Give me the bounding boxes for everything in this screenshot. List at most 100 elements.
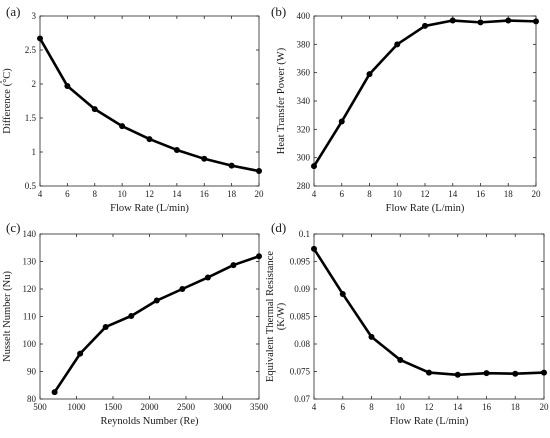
data-point xyxy=(397,356,404,363)
x-tick-label: 16 xyxy=(200,189,210,199)
data-point xyxy=(477,19,484,26)
x-tick-label: 16 xyxy=(482,402,492,412)
panel-d: 4 6 8 10 12 14 16 18 20 0.07 0.075 0.08 0.085 0.09 0.0… xyxy=(265,220,549,427)
data-point xyxy=(179,286,186,292)
data-point xyxy=(422,22,428,29)
data-point xyxy=(230,262,237,269)
y-tick-label: 0.075 xyxy=(290,367,311,377)
data-point xyxy=(173,146,180,153)
data-point xyxy=(512,370,519,377)
y-tick-label: 2.5 xyxy=(25,45,37,55)
series-line xyxy=(312,248,545,377)
x-tick-label: 20 xyxy=(540,402,550,412)
x-tick-label: 500 xyxy=(33,402,47,412)
panel-label: (a) xyxy=(6,4,20,19)
data-point xyxy=(77,350,84,357)
x-tick-label: 10 xyxy=(118,189,128,199)
y-axis-label: Difference (°C) xyxy=(2,68,13,134)
y-axis-label: Nusselt Number (Nu) xyxy=(2,271,13,362)
y-tick-label: 2 xyxy=(32,79,37,89)
x-tick-label: 18 xyxy=(504,189,514,199)
x-tick-label: 8 xyxy=(369,402,374,412)
x-tick-label: 12 xyxy=(145,189,154,199)
x-axis-label: Flow Rate (L/min) xyxy=(110,203,189,214)
y-tick-label: 120 xyxy=(23,284,37,294)
x-tick-label: 18 xyxy=(227,189,237,199)
x-tick-label: 6 xyxy=(65,189,70,199)
y-tick-label: 140 xyxy=(23,229,37,239)
x-tick-label: 16 xyxy=(476,189,486,199)
panel-b: 4 6 8 10 12 14 16 18 20 280 300 320 340 360 380 400 Flow… xyxy=(271,4,541,214)
y-axis-label: Heat Transfer Power (W) xyxy=(276,47,287,154)
plot-frame xyxy=(313,15,537,187)
y-tick-label: 0.5 xyxy=(25,181,37,191)
data-point xyxy=(394,41,401,48)
data-point xyxy=(426,369,432,376)
y-tick-label: 3 xyxy=(32,11,37,21)
y-tick-label: 320 xyxy=(297,124,311,134)
y-tick-label: 280 xyxy=(297,181,311,191)
data-point xyxy=(483,370,490,377)
data-point xyxy=(128,312,135,319)
data-point xyxy=(338,118,345,125)
data-point xyxy=(64,83,71,90)
data-point xyxy=(449,17,456,24)
y-tick-label: 100 xyxy=(23,339,37,349)
data-point xyxy=(37,35,43,42)
y-tick-label: 0.1 xyxy=(299,229,310,239)
data-point xyxy=(51,389,58,396)
x-tick-label: 6 xyxy=(341,402,346,412)
panel-label: (c) xyxy=(6,220,20,235)
y-tick-label: 0.095 xyxy=(290,257,311,267)
x-tick-label: 8 xyxy=(367,189,372,199)
y-axis-label: Inlet-Outlet Temperature xyxy=(0,49,2,154)
x-tick-label: 20 xyxy=(532,189,542,199)
y-axis-label: Equivalent Thermal Resistance xyxy=(265,251,276,382)
x-tick-label: 12 xyxy=(425,402,434,412)
data-point xyxy=(256,253,262,260)
x-tick-label: 20 xyxy=(255,189,265,199)
data-point xyxy=(146,136,153,143)
y-axis-label: (K/W) xyxy=(276,302,287,330)
x-tick-label: 2500 xyxy=(177,402,196,412)
x-tick-label: 3000 xyxy=(214,402,233,412)
data-point xyxy=(201,155,208,162)
data-point xyxy=(204,274,211,281)
data-point xyxy=(505,17,512,24)
x-tick-label: 6 xyxy=(340,189,345,199)
x-tick-label: 3500 xyxy=(250,402,269,412)
series-line xyxy=(38,37,260,173)
data-point xyxy=(311,163,317,170)
x-tick-label: 12 xyxy=(421,189,430,199)
panel-label: (b) xyxy=(271,4,286,19)
series-line xyxy=(312,19,537,167)
panel-a: 4 6 8 10 12 14 16 18 20 0.5 1 1.5 2 2.5 3 Flow Rate (L/… xyxy=(0,4,264,214)
x-tick-label: 4 xyxy=(312,189,317,199)
y-tick-label: 340 xyxy=(297,96,311,106)
x-tick-label: 8 xyxy=(93,189,98,199)
y-tick-label: 0.07 xyxy=(294,394,310,404)
x-axis-label: Flow Rate (L/min) xyxy=(386,203,465,214)
y-tick-label: 400 xyxy=(297,11,311,21)
x-tick-label: 10 xyxy=(393,189,403,199)
y-tick-label: 1 xyxy=(32,147,37,157)
data-point xyxy=(541,369,547,376)
y-tick-label: 110 xyxy=(23,312,37,322)
data-point xyxy=(339,290,346,297)
x-tick-label: 14 xyxy=(448,189,458,199)
y-tick-label: 300 xyxy=(297,153,311,163)
plot-frame xyxy=(39,15,260,187)
x-tick-label: 10 xyxy=(396,402,406,412)
data-point xyxy=(256,168,262,175)
panel-label: (d) xyxy=(271,220,286,235)
data-point xyxy=(228,162,235,169)
y-tick-label: 380 xyxy=(297,39,311,49)
data-point xyxy=(119,123,126,130)
plot-frame xyxy=(39,233,260,400)
x-tick-label: 14 xyxy=(172,189,182,199)
data-point xyxy=(533,18,539,25)
x-tick-label: 14 xyxy=(453,402,463,412)
y-tick-label: 0.09 xyxy=(294,284,310,294)
data-point xyxy=(311,245,317,252)
